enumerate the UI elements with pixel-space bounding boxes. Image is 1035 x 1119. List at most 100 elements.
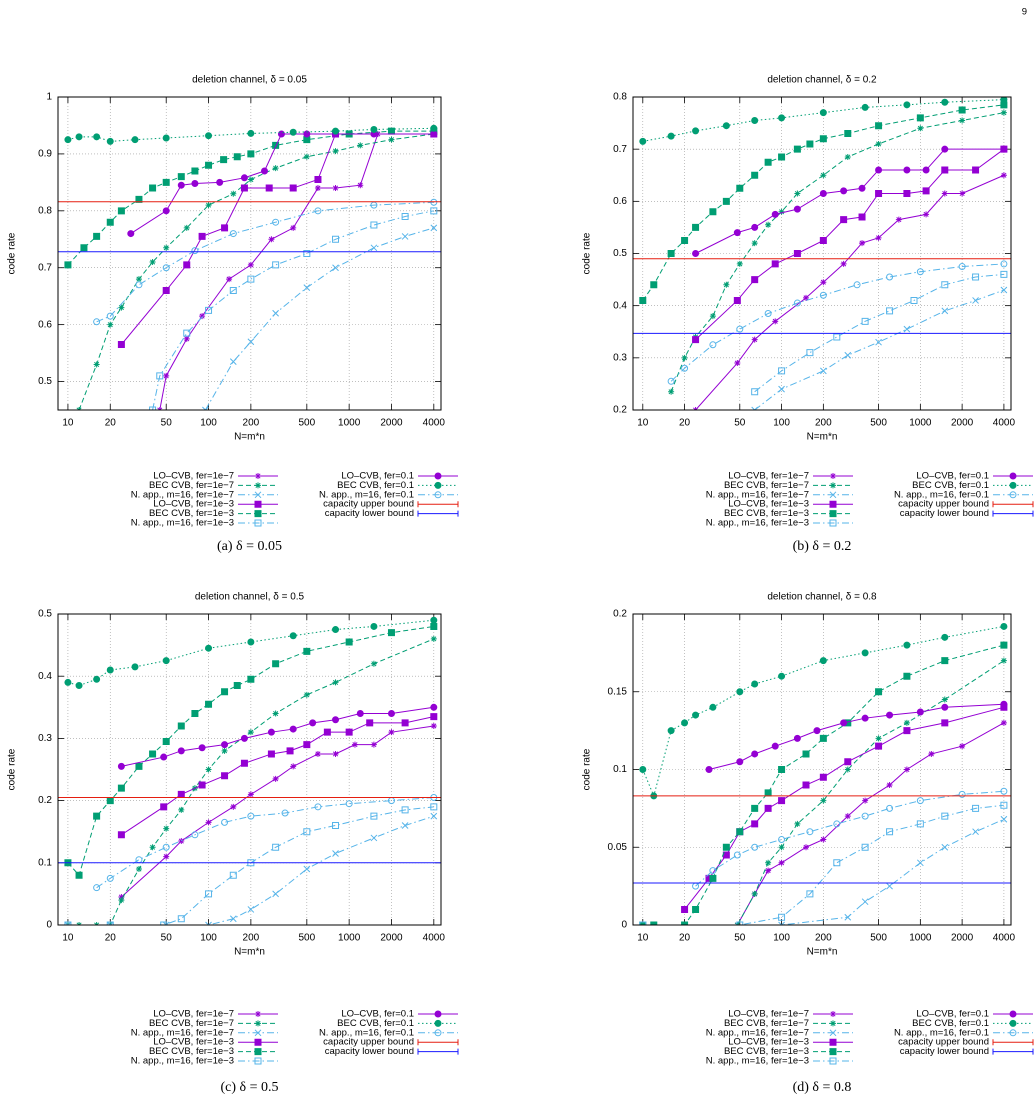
data-point (230, 803, 237, 810)
x-tick-label: 500 (298, 933, 315, 944)
legend-marker (434, 1010, 442, 1018)
data-point (922, 187, 930, 195)
data-point (751, 843, 759, 851)
data-point (191, 167, 199, 175)
y-tick-label: 0.2 (613, 405, 627, 416)
data-point (972, 166, 980, 174)
data-point (692, 336, 700, 344)
data-point (149, 184, 157, 192)
data-point (289, 128, 297, 136)
y-tick-label: 0.1 (38, 857, 52, 868)
data-point (806, 828, 814, 836)
legend-marker (829, 510, 837, 518)
data-point (64, 921, 72, 925)
data-point (709, 208, 717, 216)
data-point (853, 281, 861, 289)
chart-title: deletion channel, δ = 0.5 (195, 592, 305, 603)
x-tick-label: 100 (200, 933, 217, 944)
legend-label: BEC CVB, fer=1e−3 (724, 1046, 809, 1057)
legend-label: capacity upper bound (898, 499, 989, 510)
y-axis-label: code rate (7, 232, 18, 274)
data-point (778, 797, 786, 805)
data-point (793, 734, 801, 742)
series-line (642, 804, 1004, 925)
data-point (401, 233, 409, 240)
data-point (177, 790, 185, 798)
data-point (819, 367, 827, 375)
data-point (387, 629, 395, 637)
y-axis-label: code rate (582, 232, 593, 274)
data-point (183, 261, 191, 269)
series-line (670, 263, 1004, 382)
legend-marker (434, 1029, 442, 1037)
data-point (117, 762, 125, 770)
data-point (751, 240, 758, 247)
data-point (681, 921, 689, 925)
data-point (221, 224, 229, 232)
data-point (903, 190, 911, 198)
data-point (163, 244, 170, 251)
data-point (778, 921, 785, 925)
data-point (751, 406, 759, 410)
data-point (709, 703, 717, 711)
data-point (886, 307, 894, 315)
y-axis-label: code rate (582, 748, 593, 790)
legend-marker (434, 491, 442, 499)
data-point (247, 812, 255, 820)
series-line (121, 133, 434, 345)
data-point (370, 812, 378, 820)
data-point (941, 657, 949, 665)
data-point (709, 341, 717, 349)
data-point (844, 766, 851, 773)
data-point (778, 766, 786, 773)
data-point (107, 321, 114, 328)
x-axis-label: N=m*n (234, 432, 265, 443)
data-point (778, 844, 785, 851)
data-point (332, 127, 340, 135)
data-point (722, 122, 730, 130)
data-point (903, 727, 911, 735)
y-tick-label: 0.2 (38, 795, 52, 806)
data-point (106, 218, 114, 226)
legend-label: N. app., m=16, fer=0.1 (894, 1027, 989, 1038)
data-point (205, 306, 213, 314)
data-point (205, 161, 213, 169)
y-tick-label: 0.1 (613, 764, 627, 775)
data-point (802, 750, 810, 758)
data-point (430, 722, 437, 729)
y-tick-label: 0 (621, 920, 627, 931)
data-point (247, 638, 255, 646)
data-point (401, 806, 409, 814)
data-point (916, 859, 924, 867)
data-point (709, 313, 716, 320)
data-point (1000, 286, 1008, 294)
legend-marker (254, 510, 262, 518)
data-point (240, 184, 248, 192)
x-tick-label: 20 (105, 418, 117, 429)
data-point (286, 747, 294, 755)
data-point (135, 762, 143, 770)
data-point (751, 171, 759, 179)
data-point (833, 859, 841, 867)
data-point (875, 190, 883, 198)
data-point (430, 812, 438, 820)
data-point (764, 789, 772, 797)
data-point (163, 853, 170, 860)
data-point (178, 806, 185, 813)
legend-label: BEC CVB, fer=1e−7 (149, 480, 234, 491)
data-point (692, 905, 700, 913)
data-point (401, 719, 409, 727)
series-line (684, 706, 1005, 910)
data-point (430, 130, 438, 138)
data-point (366, 719, 374, 727)
data-point (751, 388, 759, 396)
data-point (875, 742, 883, 750)
data-point (162, 207, 170, 215)
data-point (778, 913, 786, 921)
data-point (149, 259, 156, 266)
data-point (162, 134, 170, 142)
legend-label: LO–CVB, fer=1e−7 (153, 471, 234, 482)
legend-label: LO–CVB, fer=1e−7 (153, 1009, 234, 1020)
legend-label: N. app., m=16, fer=0.1 (319, 1027, 414, 1038)
data-point (198, 232, 206, 240)
